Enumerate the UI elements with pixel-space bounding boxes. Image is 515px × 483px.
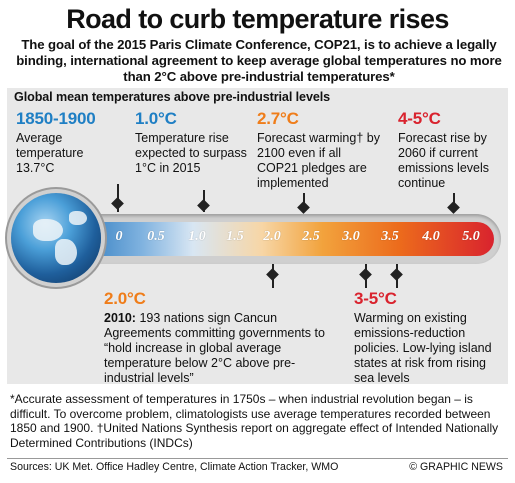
- annotation-1850-1900: 1850-1900 Average temperature 13.7°C: [16, 109, 126, 176]
- annotation-heading: 1850-1900: [16, 109, 96, 128]
- scale-tick-label: 1.5: [226, 229, 244, 244]
- scale-tick-label: 2.0: [263, 229, 281, 244]
- scale-tick-label: 0: [115, 229, 123, 244]
- temperature-scale-gradient: [64, 222, 494, 256]
- annotation-text: Average temperature 13.7°C: [16, 131, 84, 175]
- sources: Sources: UK Met. Office Hadley Centre, C…: [10, 461, 339, 473]
- page-subtitle: The goal of the 2015 Paris Climate Confe…: [16, 37, 502, 84]
- scale-tick-label: 1.0: [188, 229, 206, 244]
- scale-tick-label: 0.5: [147, 229, 165, 244]
- credit: © GRAPHIC NEWS: [409, 461, 503, 473]
- annotation-heading: 2.7°C: [257, 109, 299, 128]
- page-title: Road to curb temperature rises: [66, 4, 449, 34]
- annotation-text: Forecast warming† by 2100 even if all CO…: [257, 131, 380, 190]
- annotation-heading: 4-5°C: [398, 109, 441, 128]
- scale-tick-label: 5.0: [462, 229, 480, 244]
- annotation-3-5c: 3-5°C Warming on existing emissions-redu…: [354, 289, 504, 386]
- annotation-heading: 3-5°C: [354, 289, 397, 308]
- annotation-1-0c: 1.0°C Temperature rise expected to surpa…: [135, 109, 253, 176]
- annotation-heading: 1.0°C: [135, 109, 177, 128]
- scale-tick-label: 3.5: [381, 229, 399, 244]
- annotation-text: 2010: 193 nations sign Cancun Agreements…: [104, 311, 332, 386]
- scale-tick-label: 4.0: [422, 229, 440, 244]
- annotation-4-5c: 4-5°C Forecast rise by 2060 if current e…: [398, 109, 506, 191]
- scale-tick-label: 3.0: [342, 229, 360, 244]
- annotation-text: Warming on existing emissions-reduction …: [354, 311, 492, 385]
- annotation-text: Forecast rise by 2060 if current emissio…: [398, 131, 490, 190]
- annotation-body: 193 nations sign Cancun Agreements commi…: [104, 311, 325, 385]
- earth-globe-icon: [11, 193, 101, 283]
- annotation-2-7c: 2.7°C Forecast warming† by 2100 even if …: [257, 109, 385, 191]
- annotation-year: 2010:: [104, 311, 136, 325]
- annotation-text: Temperature rise expected to surpass 1°C…: [135, 131, 247, 175]
- annotation-2-0c: 2.0°C 2010: 193 nations sign Cancun Agre…: [104, 289, 334, 386]
- footnote: *Accurate assessment of temperatures in …: [10, 392, 499, 450]
- scale-tick-label: 2.5: [302, 229, 320, 244]
- divider: [7, 458, 508, 459]
- panel-heading: Global mean temperatures above pre-indus…: [14, 90, 331, 104]
- annotation-heading: 2.0°C: [104, 289, 146, 308]
